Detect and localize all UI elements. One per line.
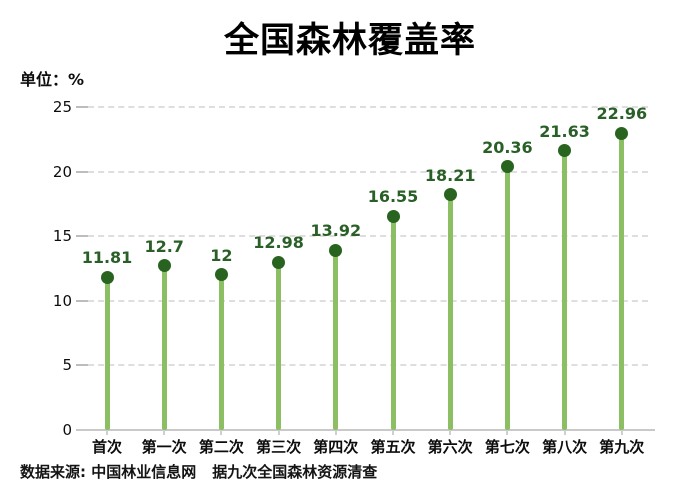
- x-axis-line: [76, 429, 655, 431]
- x-axis-label: 第四次: [313, 438, 359, 456]
- lollipop-dot: [214, 268, 228, 282]
- lollipop-dot: [100, 270, 114, 284]
- value-label: 12.98: [253, 233, 304, 253]
- y-axis-tick: [76, 106, 88, 108]
- y-axis-tick: [76, 299, 88, 302]
- y-axis-tick: [76, 235, 88, 238]
- value-label: 11.81: [81, 248, 133, 268]
- x-axis-label: 第六次: [427, 438, 473, 456]
- x-axis-label: 第七次: [484, 438, 530, 456]
- value-label: 12: [210, 245, 233, 265]
- lollipop-dot: [443, 188, 457, 202]
- x-axis-tick: [334, 430, 337, 435]
- gridline: [78, 106, 648, 108]
- source-note: 数据来源: 中国林业信息网 据九次全国森林资源清查: [20, 461, 377, 482]
- lollipop-stem: [619, 133, 625, 430]
- value-label: 20.36: [482, 137, 533, 157]
- lollipop-dot: [157, 259, 171, 273]
- x-axis-tick: [506, 430, 509, 435]
- x-axis-label: 第五次: [370, 438, 416, 456]
- gridline: [78, 364, 648, 367]
- lollipop-stem: [390, 216, 396, 430]
- lollipop-stem: [161, 265, 167, 430]
- x-axis-tick: [620, 430, 623, 435]
- lollipop-stem: [104, 277, 110, 430]
- x-axis-label: 第九次: [599, 438, 645, 456]
- x-axis-tick: [392, 430, 394, 435]
- gridline: [78, 170, 648, 173]
- lollipop-dot: [386, 209, 400, 223]
- y-axis-label: 15: [52, 227, 72, 246]
- y-axis-label: 0: [62, 421, 72, 439]
- gridline: [78, 235, 648, 238]
- source-detail-text: 据九次全国森林资源清查: [212, 463, 378, 481]
- unit-label: 单位：%: [20, 70, 85, 89]
- lollipop-dot: [500, 160, 514, 174]
- lollipop-dot: [558, 144, 572, 158]
- x-axis-label: 第一次: [141, 438, 187, 456]
- value-label: 13.92: [310, 221, 362, 241]
- y-axis-label: 10: [52, 291, 72, 310]
- x-axis-label: 第八次: [542, 438, 588, 456]
- x-axis-tick: [163, 430, 166, 435]
- value-label: 21.63: [539, 121, 590, 141]
- x-axis-label: 第三次: [256, 438, 302, 456]
- x-axis-tick: [449, 430, 452, 435]
- source-text: 数据来源: 中国林业信息网: [20, 463, 197, 481]
- lollipop-stem: [333, 250, 339, 430]
- lollipop-stem: [562, 150, 568, 430]
- x-axis-tick: [106, 430, 108, 435]
- lollipop-dot: [615, 126, 629, 140]
- lollipop-stem: [218, 274, 224, 430]
- value-label: 22.96: [596, 104, 648, 124]
- gridline: [78, 299, 648, 302]
- lollipop-stem: [276, 262, 282, 430]
- x-axis-label: 第二次: [198, 438, 244, 456]
- lollipop-dot: [329, 243, 343, 257]
- value-label: 16.55: [367, 187, 419, 207]
- value-label: 18.21: [424, 165, 476, 185]
- y-axis-tick: [76, 170, 88, 173]
- lollipop-dot: [272, 255, 286, 269]
- value-label: 12.7: [144, 236, 184, 256]
- y-axis-label: 20: [52, 162, 72, 181]
- chart-title: 全国森林覆盖率: [223, 21, 476, 61]
- lollipop-stem: [447, 194, 453, 430]
- y-axis-label: 5: [62, 356, 72, 375]
- y-axis-tick: [76, 364, 88, 367]
- x-axis-tick: [220, 430, 223, 435]
- x-axis-tick: [563, 430, 566, 435]
- lollipop-stem: [504, 166, 510, 430]
- y-axis-label: 25: [52, 98, 72, 116]
- x-axis-tick: [277, 430, 280, 435]
- x-axis-label: 首次: [91, 438, 122, 456]
